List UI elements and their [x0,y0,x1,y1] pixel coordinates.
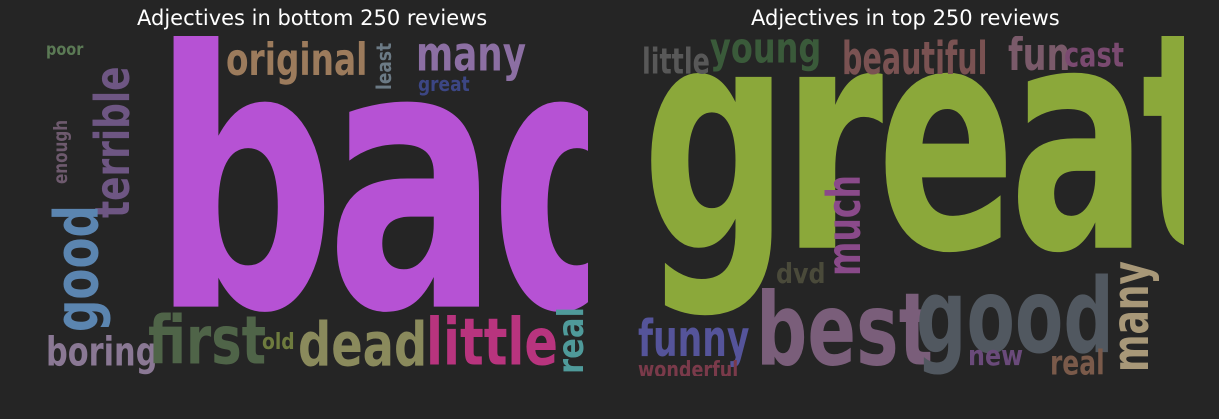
word-best: best [756,271,934,376]
word-old: old [262,330,295,355]
word-real-top: real [1050,342,1105,376]
word-wonderful: wonderful [638,358,739,377]
word-bad: bad [152,36,588,376]
word-great: great [418,72,470,96]
word-dvd: dvd [776,257,826,290]
word-many-top: many [1101,261,1161,372]
word-much: much [817,175,872,276]
word-little-top: little [642,40,710,83]
word-least: least [372,42,396,90]
word-good-top: good [916,257,1114,376]
word-good: good [40,205,113,332]
word-great-top: great [642,36,1184,322]
word-little: little [426,303,559,376]
word-young: young [710,36,822,74]
word-poor: poor [46,40,84,60]
left-word-cloud: bad original many least great poor terri… [40,36,588,376]
word-real: real [551,307,588,374]
word-original: original [226,36,368,87]
word-first: first [148,302,267,376]
word-boring: boring [46,328,158,376]
word-fun: fun [1008,36,1071,81]
word-dead: dead [298,308,428,376]
left-panel-title: Adjectives in bottom 250 reviews [137,6,488,30]
word-cast: cast [1064,36,1124,75]
word-enough: enough [50,119,72,184]
right-panel-title: Adjectives in top 250 reviews [751,6,1060,30]
word-many: many [416,36,526,82]
word-funny: funny [638,309,750,369]
word-new: new [968,339,1024,372]
word-terrible: terrible [83,66,141,218]
word-beautiful: beautiful [842,36,988,85]
right-word-cloud: great little young beautiful fun cast mu… [636,36,1184,376]
